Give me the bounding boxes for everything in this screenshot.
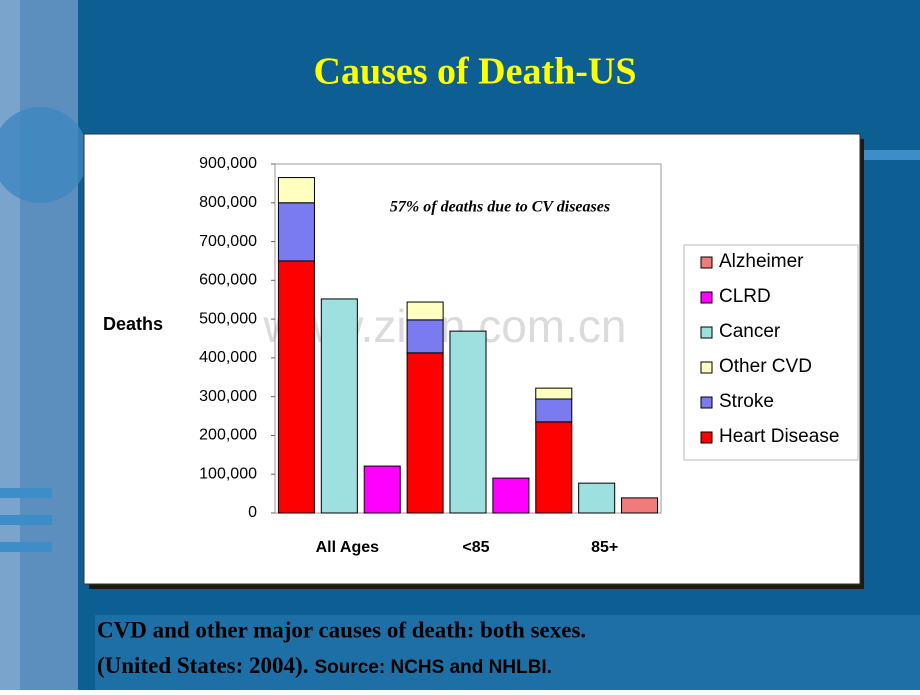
y-tick-label: 600,000 (199, 272, 257, 289)
bar (406, 352, 444, 514)
footer-band (95, 615, 920, 690)
bar (277, 177, 315, 204)
legend-label: Alzheimer (719, 251, 804, 272)
legend-swatch (700, 431, 713, 444)
x-tick-label: 85+ (591, 539, 618, 556)
bar (363, 465, 401, 514)
decor-bar (862, 150, 920, 160)
legend-swatch (700, 396, 713, 409)
slide-title: Causes of Death-US (314, 51, 637, 93)
y-tick-label: 100,000 (199, 465, 257, 482)
y-axis-label: Deaths (103, 314, 163, 334)
legend-swatch (700, 256, 713, 269)
legend-swatch (700, 361, 713, 374)
legend-label: Heart Disease (719, 426, 839, 447)
legend-label: CLRD (719, 286, 771, 307)
footer-line: CVD and other major causes of death: bot… (97, 617, 586, 642)
y-tick-label: 200,000 (199, 427, 257, 444)
y-tick-label: 500,000 (199, 310, 257, 327)
bar (621, 497, 659, 514)
bar (449, 330, 487, 514)
watermark: www.zixin.com.cn (263, 300, 627, 352)
bar (406, 301, 444, 321)
bar (535, 421, 573, 514)
x-tick-label: All Ages (316, 539, 380, 556)
bar (535, 387, 573, 400)
y-tick-label: 300,000 (199, 388, 257, 405)
legend-swatch (700, 326, 713, 339)
legend-box (683, 244, 859, 461)
bar (277, 260, 315, 514)
footer-source: Source: NCHS and NHLBI. (314, 657, 552, 678)
decor-circle (0, 107, 88, 203)
legend-label: Cancer (719, 321, 781, 342)
x-tick-label: <85 (462, 539, 489, 556)
y-tick-label: 900,000 (199, 155, 257, 172)
y-tick-label: 800,000 (199, 194, 257, 211)
bar (277, 202, 315, 262)
decor-bar (0, 542, 52, 552)
y-tick-label: 0 (248, 504, 257, 521)
side-strip-light (0, 0, 20, 690)
bar (492, 477, 530, 514)
footer-text: (United States: 2004). (97, 653, 308, 678)
legend-swatch (700, 291, 713, 304)
decor-bar (0, 515, 52, 525)
decor-bar (0, 488, 52, 498)
y-tick-label: 400,000 (199, 349, 257, 366)
y-tick-label: 700,000 (199, 233, 257, 250)
bar (320, 298, 358, 514)
legend-label: Stroke (719, 391, 774, 412)
legend-label: Other CVD (719, 356, 812, 377)
bar (535, 398, 573, 423)
annotation: 57% of deaths due to CV diseases (390, 199, 610, 216)
footer-line: (United States: 2004). Source: NCHS and N… (97, 653, 552, 678)
bar (406, 319, 444, 354)
bar (578, 482, 616, 514)
